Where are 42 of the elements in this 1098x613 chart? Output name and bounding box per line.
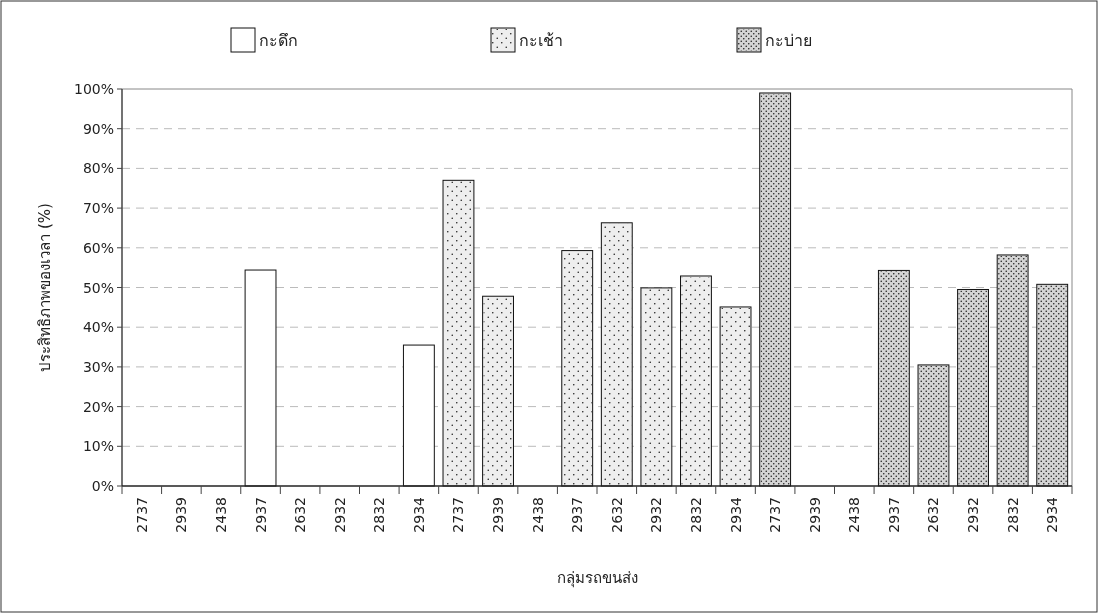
y-tick-label: 50% (82, 279, 114, 296)
x-tick-label: 2632 (925, 497, 942, 533)
y-tick-label: 40% (82, 319, 114, 336)
x-tick-label: 2939 (490, 497, 507, 533)
x-tick-label: 2937 (252, 497, 269, 533)
x-tick-label: 2438 (212, 497, 229, 533)
x-tick-label: 2737 (133, 497, 150, 533)
x-tick-label: 2832 (687, 497, 704, 533)
x-tick-label: 2438 (846, 497, 863, 533)
y-tick-label: 90% (82, 120, 114, 137)
y-tick-label: 0% (91, 478, 114, 494)
x-tick-label: 2832 (1004, 497, 1021, 533)
x-tick-label: 2632 (292, 497, 309, 533)
bar (402, 344, 435, 487)
bar (244, 269, 277, 487)
y-tick-label: 60% (82, 239, 114, 256)
x-tick-label: 2632 (608, 497, 625, 533)
x-tick-label: 2937 (569, 497, 586, 533)
legend-label: กะบ่าย (765, 31, 812, 50)
x-tick-label: 2932 (331, 497, 348, 533)
y-tick-label: 100% (73, 81, 114, 97)
x-tick-label: 2737 (450, 497, 467, 533)
x-tick-label: 2438 (529, 497, 546, 533)
x-tick-label: 2932 (648, 497, 665, 533)
y-tick-label: 70% (82, 200, 114, 217)
x-tick-label: 2832 (371, 497, 388, 533)
x-tick-label: 2939 (806, 497, 823, 533)
y-axis-title: ประสิทธิภาพของเวลา (%) (36, 203, 54, 372)
x-tick-label: 2737 (767, 497, 784, 533)
x-tick-label: 2934 (410, 496, 427, 533)
legend-label: กะดึก (259, 31, 298, 50)
x-tick-label: 2932 (965, 497, 982, 533)
x-axis-title: กลุ่มรถขนส่ง (556, 569, 638, 588)
y-tick-label: 30% (82, 358, 114, 375)
y-tick-label: 80% (82, 160, 114, 177)
x-tick-label: 2934 (727, 496, 744, 533)
legend-label: กะเช้า (519, 31, 563, 50)
y-tick-label: 20% (82, 398, 114, 415)
x-tick-label: 2937 (885, 497, 902, 533)
x-tick-label: 2939 (173, 497, 190, 533)
x-tick-label: 2934 (1044, 496, 1061, 533)
y-tick-label: 10% (82, 438, 114, 455)
